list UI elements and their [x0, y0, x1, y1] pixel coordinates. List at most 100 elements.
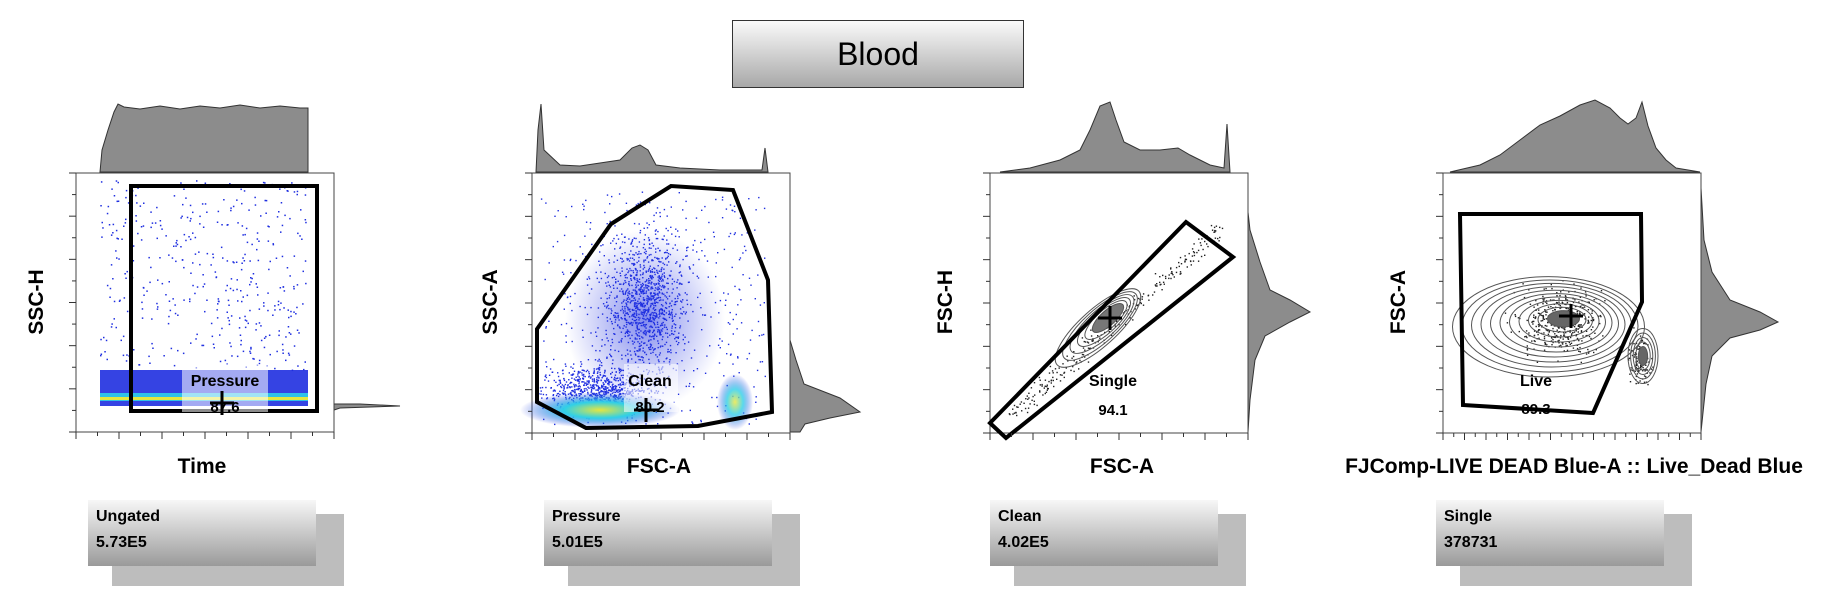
event-dot: [1639, 335, 1642, 337]
event-dot: [1073, 370, 1075, 373]
event-dot: [264, 182, 266, 184]
event-dot: [700, 241, 702, 244]
event-dot: [293, 288, 295, 290]
event-dot: [579, 390, 582, 392]
contour-line: [1499, 293, 1613, 353]
event-dot: [545, 394, 548, 396]
event-dot: [210, 264, 212, 266]
event-dot: [1125, 323, 1127, 326]
event-dot: [296, 284, 299, 286]
event-dot: [557, 375, 560, 378]
event-dot: [578, 388, 581, 390]
event-dot: [110, 326, 113, 328]
event-dot: [1582, 335, 1584, 337]
event-dot: [749, 339, 752, 341]
event-dot: [1129, 317, 1131, 319]
event-dot: [157, 279, 159, 281]
event-dot: [1544, 309, 1546, 311]
event-dot: [575, 376, 577, 378]
event-dot: [238, 327, 241, 329]
event-dot: [746, 358, 748, 360]
event-dot: [172, 298, 174, 300]
event-dot: [1564, 329, 1566, 331]
event-dot: [716, 396, 718, 399]
event-dot: [268, 226, 270, 228]
event-dot: [180, 182, 182, 184]
event-dot: [1635, 353, 1638, 355]
event-dot: [211, 335, 214, 338]
event-dot: [1540, 320, 1542, 322]
event-dot: [299, 235, 301, 237]
event-dot: [753, 386, 755, 388]
event-dot: [1217, 237, 1219, 240]
event-dot: [1184, 255, 1186, 257]
event-dot: [583, 208, 585, 211]
event-dot: [545, 202, 547, 204]
event-dot: [555, 381, 557, 383]
event-dot: [1638, 362, 1640, 364]
event-dot: [132, 245, 135, 247]
event-dot: [1048, 372, 1051, 374]
event-dot: [279, 287, 282, 289]
event-dot: [1552, 327, 1554, 330]
event-dot: [666, 215, 668, 217]
event-dot: [286, 190, 288, 192]
event-dot: [1559, 337, 1562, 339]
panel-3-right-histogram: [1247, 211, 1312, 433]
event-dot: [288, 354, 291, 356]
event-dot: [758, 335, 761, 337]
event-dot: [1027, 407, 1030, 409]
event-dot: [1566, 301, 1569, 304]
event-dot: [142, 286, 145, 289]
event-dot: [1580, 331, 1583, 333]
event-dot: [115, 229, 118, 232]
layout-title-box: Blood: [732, 20, 1024, 88]
event-dot: [141, 301, 143, 304]
event-dot: [265, 199, 268, 202]
event-dot: [1543, 288, 1545, 290]
event-dot: [1538, 337, 1540, 339]
event-dot: [1533, 320, 1535, 323]
event-dot: [740, 322, 743, 324]
event-dot: [1558, 327, 1560, 329]
event-dot: [227, 224, 229, 226]
event-dot: [757, 274, 759, 276]
event-dot: [1554, 309, 1556, 311]
event-dot: [1526, 345, 1528, 347]
event-dot: [203, 283, 206, 285]
contour-line: [1547, 310, 1580, 328]
event-dot: [1635, 367, 1638, 369]
contour-line: [1490, 289, 1619, 358]
event-dot: [1193, 243, 1195, 245]
event-dot: [691, 421, 693, 423]
event-dot: [1591, 312, 1593, 314]
event-dot: [590, 391, 592, 393]
event-dot: [1560, 326, 1563, 329]
event-dot: [1504, 312, 1507, 314]
event-dot: [232, 289, 235, 292]
event-dot: [1214, 231, 1216, 233]
panel-1-stat-box: Ungated 5.73E5: [88, 500, 344, 588]
event-dot: [1549, 299, 1552, 301]
event-dot: [1012, 413, 1014, 415]
event-dot: [1065, 367, 1067, 369]
event-dot: [106, 284, 109, 287]
event-dot: [241, 225, 244, 227]
event-dot: [1534, 317, 1537, 319]
event-dot: [1210, 224, 1213, 227]
event-dot: [1179, 271, 1182, 273]
event-dot: [563, 385, 565, 387]
event-dot: [212, 256, 215, 259]
event-dot: [563, 392, 565, 395]
event-dot: [1579, 351, 1581, 353]
event-dot: [748, 352, 751, 355]
event-dot: [280, 231, 282, 233]
event-dot: [577, 373, 579, 375]
event-dot: [289, 217, 291, 220]
event-dot: [748, 423, 750, 425]
event-dot: [741, 234, 743, 236]
event-dot: [217, 303, 219, 305]
event-dot: [655, 229, 657, 231]
event-dot: [244, 233, 246, 236]
event-dot: [1584, 318, 1587, 320]
